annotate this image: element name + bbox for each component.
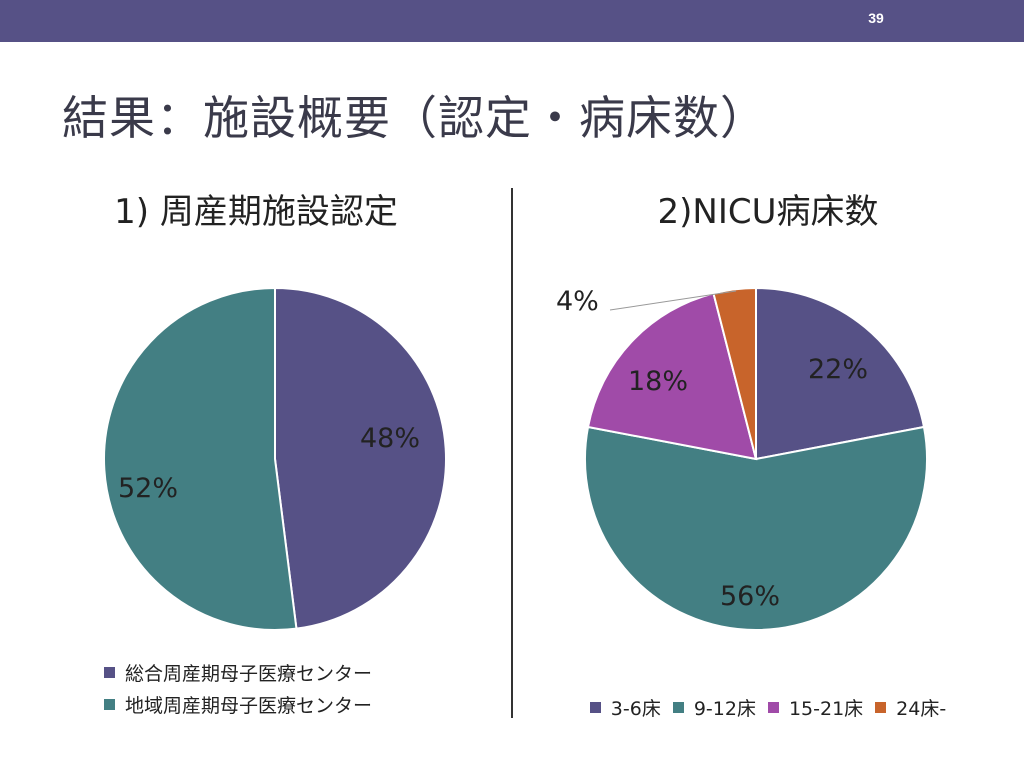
legend-label: 15-21床 bbox=[788, 698, 864, 720]
pie-slice-4 bbox=[712, 286, 757, 460]
page-number: 39 bbox=[868, 10, 884, 26]
legend-label: 3-6床 bbox=[610, 698, 661, 720]
legend-label: 総合周産期母子医療センター bbox=[125, 662, 373, 685]
section-divider bbox=[511, 188, 513, 718]
legend-item-9-12-beds: 9-12床 bbox=[672, 694, 756, 721]
legend-label: 地域周産期母子医療センター bbox=[125, 694, 373, 717]
pie-slice-3 bbox=[586, 292, 758, 461]
legend-swatch bbox=[672, 702, 684, 713]
pie-chart-facility-certification: 48% 52% bbox=[103, 286, 448, 631]
legend-swatch bbox=[104, 666, 115, 678]
pie-slice-2 bbox=[103, 286, 298, 631]
legend-swatch bbox=[875, 702, 887, 713]
data-label-3: 18% bbox=[628, 366, 688, 397]
slide-header-bar: 39 bbox=[0, 0, 1024, 42]
slide-title: 結果：施設概要（認定・病床数） bbox=[62, 91, 767, 145]
legend-item-15-21-beds: 15-21床 bbox=[767, 694, 864, 721]
data-label-4: 4% bbox=[556, 286, 599, 317]
chart2-title: 2)NICU病床数 bbox=[657, 192, 879, 232]
legend-item-3-6-beds: 3-6床 bbox=[589, 694, 661, 721]
pie-slice-1 bbox=[274, 286, 448, 630]
legend-label: 9-12床 bbox=[693, 698, 756, 720]
chart1-title: 1) 周産期施設認定 bbox=[114, 192, 398, 232]
pie-slice-1 bbox=[755, 286, 926, 461]
leader-line bbox=[609, 290, 737, 311]
data-label-2: 52% bbox=[118, 473, 178, 504]
legend-item-comprehensive-center: 総合周産期母子医療センター bbox=[104, 656, 372, 688]
data-label-1: 22% bbox=[808, 354, 868, 385]
chart1-legend: 総合周産期母子医療センター 地域周産期母子医療センター bbox=[104, 656, 372, 720]
pie-chart-nicu-beds: 22% 56% 18% 4% bbox=[556, 286, 928, 632]
legend-label: 24床- bbox=[896, 698, 947, 720]
pie-slice-2 bbox=[584, 425, 928, 632]
legend-swatch bbox=[767, 702, 779, 713]
legend-swatch bbox=[589, 702, 601, 713]
data-label-2: 56% bbox=[720, 581, 780, 612]
data-label-1: 48% bbox=[360, 423, 420, 454]
legend-item-regional-center: 地域周産期母子医療センター bbox=[104, 688, 372, 720]
legend-item-24-plus-beds: 24床- bbox=[875, 694, 946, 721]
chart2-legend: 3-6床 9-12床 15-21床 24床- bbox=[512, 694, 1024, 721]
legend-swatch bbox=[104, 698, 115, 710]
